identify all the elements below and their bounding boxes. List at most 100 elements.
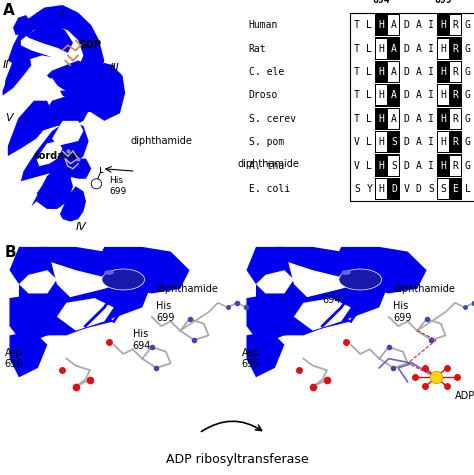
Bar bbox=[388, 131, 400, 153]
Text: A. tha: A. tha bbox=[249, 161, 284, 171]
Text: A: A bbox=[391, 114, 397, 124]
Text: A: A bbox=[391, 44, 397, 54]
Text: H: H bbox=[440, 20, 446, 30]
Bar bbox=[349, 13, 474, 201]
Text: Asp
696: Asp 696 bbox=[242, 348, 260, 370]
Text: H: H bbox=[440, 90, 446, 100]
Text: V: V bbox=[354, 161, 360, 171]
Polygon shape bbox=[26, 23, 73, 53]
Text: Rat: Rat bbox=[249, 44, 266, 54]
Text: S: S bbox=[391, 161, 397, 171]
Text: His
699: His 699 bbox=[156, 301, 175, 323]
Text: T: T bbox=[354, 90, 360, 100]
Text: D: D bbox=[403, 20, 409, 30]
Polygon shape bbox=[47, 161, 76, 179]
Polygon shape bbox=[8, 101, 52, 156]
Circle shape bbox=[104, 270, 114, 275]
Bar bbox=[449, 108, 462, 130]
Polygon shape bbox=[89, 63, 115, 86]
Polygon shape bbox=[13, 15, 31, 35]
Text: Human: Human bbox=[249, 20, 278, 30]
Bar bbox=[450, 156, 461, 176]
Bar bbox=[375, 131, 388, 153]
Text: I: I bbox=[428, 20, 434, 30]
Text: E: E bbox=[453, 184, 458, 194]
Bar bbox=[449, 38, 462, 60]
Text: G: G bbox=[465, 44, 471, 54]
Text: H: H bbox=[440, 67, 446, 77]
Text: D: D bbox=[403, 161, 409, 171]
Text: Asp
696: Asp 696 bbox=[5, 348, 23, 370]
Text: I: I bbox=[428, 137, 434, 147]
Text: sordarin: sordarin bbox=[34, 151, 80, 161]
Bar bbox=[376, 86, 387, 105]
Text: R: R bbox=[453, 44, 458, 54]
Text: A: A bbox=[416, 114, 421, 124]
Text: diphthamide: diphthamide bbox=[393, 284, 456, 294]
Text: V: V bbox=[354, 137, 360, 147]
Polygon shape bbox=[36, 179, 65, 201]
Circle shape bbox=[339, 269, 382, 290]
Bar bbox=[449, 14, 462, 37]
Polygon shape bbox=[21, 121, 89, 181]
Bar bbox=[388, 154, 400, 177]
Circle shape bbox=[91, 179, 102, 189]
Text: G: G bbox=[465, 161, 471, 171]
Polygon shape bbox=[47, 60, 94, 95]
Bar bbox=[388, 38, 400, 60]
Text: D: D bbox=[391, 184, 397, 194]
Bar bbox=[437, 131, 449, 153]
Text: A: A bbox=[416, 67, 421, 77]
Bar bbox=[375, 61, 388, 83]
Text: D: D bbox=[403, 114, 409, 124]
Text: diphthamide: diphthamide bbox=[237, 159, 299, 169]
Text: S: S bbox=[440, 184, 446, 194]
Text: L: L bbox=[366, 67, 372, 77]
Text: T: T bbox=[354, 114, 360, 124]
Text: L: L bbox=[465, 184, 471, 194]
Bar bbox=[449, 131, 462, 153]
Bar bbox=[375, 108, 388, 130]
Text: G: G bbox=[465, 114, 471, 124]
Text: A: A bbox=[416, 137, 421, 147]
Polygon shape bbox=[60, 68, 125, 121]
Text: 694: 694 bbox=[322, 295, 341, 305]
Text: B: B bbox=[5, 245, 17, 259]
Text: L: L bbox=[366, 20, 372, 30]
Polygon shape bbox=[38, 307, 114, 335]
Text: H: H bbox=[440, 137, 446, 147]
Polygon shape bbox=[52, 121, 83, 146]
Polygon shape bbox=[246, 247, 294, 294]
Polygon shape bbox=[3, 50, 31, 95]
Text: A: A bbox=[416, 44, 421, 54]
Text: A: A bbox=[416, 90, 421, 100]
Text: 694: 694 bbox=[373, 0, 391, 5]
Polygon shape bbox=[21, 25, 83, 68]
Bar bbox=[375, 84, 388, 107]
Text: A: A bbox=[391, 20, 397, 30]
Text: H: H bbox=[379, 90, 384, 100]
Bar bbox=[438, 179, 449, 199]
Bar bbox=[388, 109, 400, 129]
Text: R: R bbox=[453, 161, 458, 171]
Bar bbox=[449, 178, 462, 200]
Text: T: T bbox=[354, 20, 360, 30]
Text: D: D bbox=[403, 67, 409, 77]
Bar bbox=[388, 178, 400, 200]
Polygon shape bbox=[95, 247, 190, 294]
Text: S. cerev: S. cerev bbox=[249, 114, 296, 124]
Text: 699: 699 bbox=[434, 0, 452, 5]
Text: IV: IV bbox=[75, 221, 86, 232]
Bar bbox=[375, 38, 388, 60]
Text: diphthamide: diphthamide bbox=[156, 284, 219, 294]
Bar bbox=[375, 178, 388, 200]
Text: L: L bbox=[366, 90, 372, 100]
Bar bbox=[437, 84, 449, 107]
Polygon shape bbox=[8, 5, 104, 81]
Polygon shape bbox=[57, 95, 99, 121]
Polygon shape bbox=[9, 294, 57, 345]
Text: H: H bbox=[379, 114, 384, 124]
Bar bbox=[388, 14, 400, 37]
Polygon shape bbox=[275, 307, 351, 335]
Text: His
694: His 694 bbox=[133, 329, 151, 351]
